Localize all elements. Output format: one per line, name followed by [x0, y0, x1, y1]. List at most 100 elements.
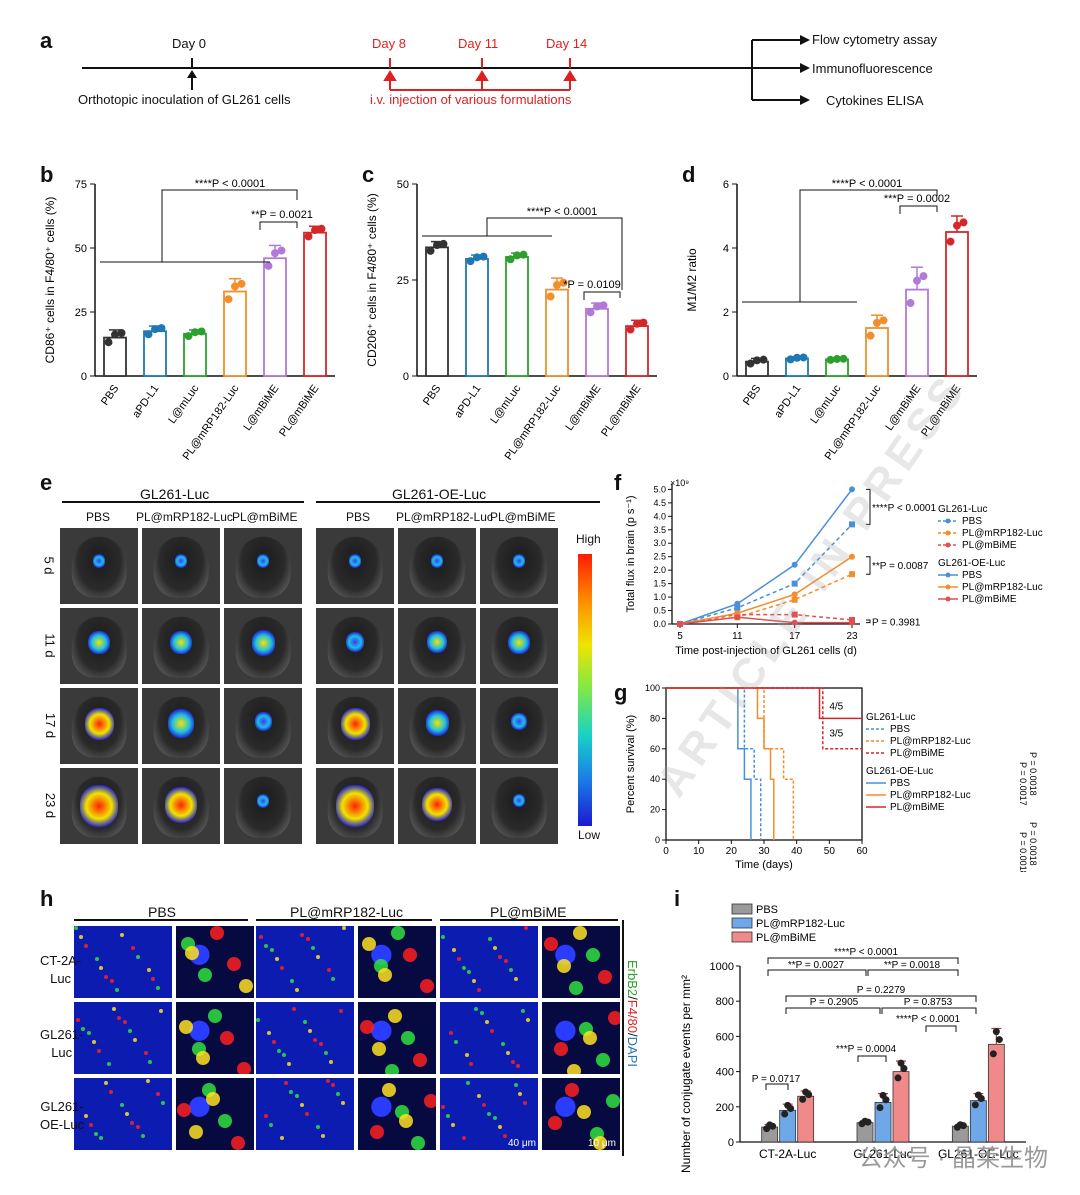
sig-label: ****P < 0.0001	[834, 947, 898, 958]
tumor-signal	[256, 793, 270, 808]
x-tick-label: 30	[758, 846, 770, 857]
x-tick-label: L@mLuc	[808, 382, 843, 425]
fluorescent-cell	[266, 1031, 271, 1035]
tumor-signal	[254, 712, 272, 732]
series-line-GL261-OE-Luc-PL@mBiME	[679, 616, 852, 625]
fluorescent-cell	[315, 955, 320, 959]
sig-bracket	[857, 1055, 887, 1062]
fluorescent-cell	[456, 957, 461, 961]
fluorescent-cell	[423, 1094, 436, 1108]
if-overview-image	[74, 1002, 172, 1074]
fluorescent-cell	[179, 1020, 194, 1034]
fluorescent-cell	[104, 975, 109, 979]
fluorescent-cell	[480, 1011, 485, 1015]
x-tick-label: L@mBiME	[563, 383, 603, 433]
data-point	[849, 553, 855, 560]
y-tick-label: 75	[75, 179, 87, 191]
tumor-signal	[168, 709, 194, 738]
data-point	[873, 318, 881, 327]
sig-label: P = 0.0717	[752, 1074, 801, 1085]
survival-fraction: 3/5	[829, 729, 843, 740]
data-point	[734, 600, 741, 607]
fluorescent-cell	[577, 1105, 592, 1119]
y-tick-label: 0.5	[653, 606, 666, 616]
data-point	[559, 278, 568, 287]
panel-h-header-lines	[74, 919, 618, 921]
x-tick-label: L@mBiME	[241, 383, 281, 433]
bioluminescence-image	[480, 528, 558, 604]
tumor-signal	[340, 708, 370, 741]
if-zoom-image	[542, 926, 620, 998]
data-point	[734, 604, 741, 611]
fluorescent-cell	[369, 1125, 384, 1139]
fluorescent-cell	[279, 1136, 284, 1140]
survival-GL261-OE-Luc-PL@mRP182-Luc	[666, 687, 775, 840]
panel-letter-h: h	[40, 886, 54, 911]
fluorescent-cell	[161, 1101, 166, 1105]
y-tick-label: 40	[650, 774, 660, 784]
fluorescent-cell	[502, 1134, 507, 1138]
bioluminescence-image	[398, 608, 476, 684]
tumor-signal	[421, 787, 453, 822]
data-point	[184, 332, 193, 341]
x-tick-label: aPD-L1	[130, 383, 161, 420]
sig-bracket	[742, 189, 938, 303]
bioluminescence-image	[60, 768, 138, 844]
legend-marker	[945, 584, 951, 590]
fluorescent-cell	[505, 1051, 510, 1055]
fluorescent-cell	[94, 957, 99, 961]
x-tick-label: L@mLuc	[166, 382, 201, 425]
fluorescent-cell	[361, 937, 376, 951]
data-point	[117, 328, 126, 337]
if-overview-image	[440, 1002, 538, 1074]
panel-e-cellline-2: GL261-OE-Luc	[392, 486, 487, 502]
survival-GL261-Luc-PBS	[666, 687, 762, 840]
x-tick-label: PL@mBiME	[277, 383, 321, 439]
fluorescent-cell	[569, 981, 584, 995]
fluorescent-cell	[96, 1049, 101, 1053]
bioluminescence-image	[480, 608, 558, 684]
legend-marker	[945, 596, 951, 602]
fluorescent-cell	[450, 1123, 455, 1127]
fluorescent-cell	[112, 1007, 117, 1011]
if-overview-image	[440, 1078, 538, 1150]
fluorescent-cell	[593, 1136, 608, 1150]
sig-label: P = 0.2279	[857, 985, 906, 996]
x-tick-label: PBS	[99, 383, 121, 408]
fluorescent-cell	[341, 1101, 346, 1105]
chart-f: 0.0 0.5 1.0 1.5 2.0 2.5 3.0 3.5 4.0 4.5 5.0 5 11 17 23…	[625, 478, 1043, 657]
sig-bracket	[765, 1083, 789, 1090]
y-tick-label: 1000	[710, 961, 734, 973]
fluorescent-cell	[123, 1020, 127, 1024]
fluorescent-cell	[503, 959, 508, 963]
fluorescent-cell	[176, 1103, 191, 1117]
y-tick-label: 3.5	[653, 525, 666, 535]
sig-bracket	[767, 957, 959, 964]
panel-e-row-23d: 23 d	[43, 792, 59, 819]
panel-h-row-ct2a: CT-2A- Luc	[40, 953, 82, 986]
fluorescent-cell	[135, 955, 140, 959]
panel-e-cellline-1: GL261-Luc	[140, 486, 210, 502]
fluorescent-cell	[127, 1029, 132, 1033]
data-point	[900, 1064, 908, 1072]
colorbar-low: Low	[578, 828, 601, 842]
survival-fraction: 4/5	[829, 701, 843, 712]
bar-PL@mRP182-Luc	[969, 1100, 987, 1143]
panel-e-col-rp-1: PL@mRP182-Luc	[136, 510, 233, 524]
data-point	[919, 272, 928, 281]
fluorescent-cell	[109, 1090, 114, 1094]
bioluminescence-image	[142, 768, 220, 844]
fluorescent-cell	[239, 979, 254, 993]
tumor-signal	[256, 553, 270, 568]
legend-label: PL@mBiME	[890, 802, 945, 813]
fluorescent-cell	[88, 1123, 93, 1127]
fluorescent-cell	[74, 926, 78, 930]
fluorescent-cell	[312, 1038, 317, 1042]
bar-PL@mBiME	[797, 1095, 815, 1143]
y-axis-exponent: ×10⁹	[670, 478, 689, 488]
if-overview-image	[256, 926, 354, 998]
data-point	[473, 253, 481, 262]
legend-group: GL261-Luc	[938, 504, 987, 515]
fluorescent-cell	[497, 1125, 502, 1129]
panel-h-col-bime: PL@mBiME	[490, 904, 567, 920]
